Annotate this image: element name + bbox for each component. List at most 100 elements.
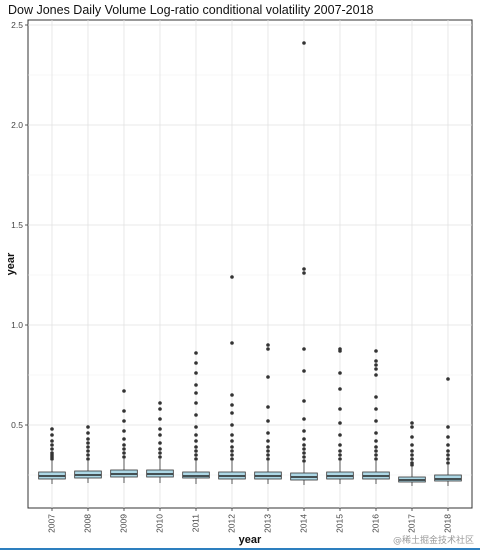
outlier-point [374, 395, 378, 399]
outlier-point [302, 459, 306, 463]
y-axis-label: year [5, 252, 17, 275]
box-body [182, 471, 210, 479]
outlier-point [302, 447, 306, 451]
outlier-point [230, 439, 234, 443]
outlier-point [266, 375, 270, 379]
box-2018 [434, 377, 462, 486]
outlier-point [50, 443, 54, 447]
outlier-point [302, 417, 306, 421]
outlier-point [230, 453, 234, 457]
outlier-point [410, 435, 414, 439]
outlier-point [86, 457, 90, 461]
outlier-point [410, 461, 414, 465]
outlier-point [50, 427, 54, 431]
outlier-point [86, 445, 90, 449]
outlier-point [266, 445, 270, 449]
outlier-point [338, 457, 342, 461]
outlier-point [194, 425, 198, 429]
chart-title: Dow Jones Daily Volume Log-ratio conditi… [8, 3, 374, 17]
outlier-point [410, 425, 414, 429]
box-2011 [182, 351, 210, 484]
outlier-point [194, 433, 198, 437]
outlier-point [194, 351, 198, 355]
outlier-point [158, 441, 162, 445]
outlier-point [50, 447, 54, 451]
box-2010 [146, 401, 174, 483]
watermark: @稀土掘金技术社区 [392, 536, 474, 546]
outlier-point [410, 421, 414, 425]
outlier-point [338, 443, 342, 447]
outlier-point [230, 457, 234, 461]
box-2013 [254, 343, 282, 484]
outlier-point [446, 425, 450, 429]
outlier-point [302, 41, 306, 45]
x-tick-label: 2009 [118, 514, 128, 533]
y-tick-label: 2.5 [11, 20, 23, 30]
outlier-point [446, 443, 450, 447]
x-tick-label: 2018 [442, 514, 452, 533]
y-tick-label: 1.5 [11, 220, 23, 230]
outlier-point [374, 359, 378, 363]
outlier-point [410, 453, 414, 457]
outlier-point [158, 447, 162, 451]
outlier-point [338, 453, 342, 457]
outlier-point [86, 431, 90, 435]
outlier-point [50, 451, 54, 455]
outlier-point [266, 453, 270, 457]
outlier-point [266, 431, 270, 435]
outlier-point [230, 403, 234, 407]
bottom-rule [0, 548, 480, 550]
outlier-point [194, 391, 198, 395]
outlier-point [266, 439, 270, 443]
outlier-point [230, 423, 234, 427]
outlier-point [194, 449, 198, 453]
outlier-point [266, 347, 270, 351]
outlier-point [338, 449, 342, 453]
outlier-point [374, 373, 378, 377]
outlier-point [230, 411, 234, 415]
outlier-point [302, 451, 306, 455]
box-2009 [110, 389, 138, 483]
plot-panel [27, 19, 473, 509]
box-body [434, 474, 462, 482]
outlier-point [410, 443, 414, 447]
outlier-point [122, 451, 126, 455]
outlier-point [302, 399, 306, 403]
outlier-point [122, 437, 126, 441]
outlier-point [374, 449, 378, 453]
outlier-point [194, 383, 198, 387]
box-series [38, 41, 462, 486]
x-tick-label: 2012 [226, 514, 236, 533]
outlier-point [86, 437, 90, 441]
outlier-point [338, 371, 342, 375]
x-axis-label: year [239, 534, 262, 546]
outlier-point [446, 435, 450, 439]
outlier-point [86, 453, 90, 457]
outlier-point [338, 387, 342, 391]
outlier-point [230, 393, 234, 397]
box-2015 [326, 347, 354, 484]
outlier-point [302, 271, 306, 275]
outlier-point [230, 449, 234, 453]
outlier-point [374, 457, 378, 461]
x-tick-label: 2010 [154, 514, 164, 533]
outlier-point [302, 267, 306, 271]
outlier-point [338, 433, 342, 437]
outlier-point [158, 417, 162, 421]
outlier-point [446, 449, 450, 453]
outlier-point [194, 453, 198, 457]
outlier-point [266, 457, 270, 461]
x-tick-label: 2013 [262, 514, 272, 533]
outlier-point [266, 419, 270, 423]
x-tick-label: 2015 [334, 514, 344, 533]
outlier-point [194, 401, 198, 405]
outlier-point [374, 419, 378, 423]
x-tick-label: 2014 [298, 514, 308, 533]
outlier-point [86, 425, 90, 429]
outlier-point [230, 445, 234, 449]
y-tick-label: 0.5 [11, 420, 23, 430]
outlier-point [230, 341, 234, 345]
outlier-point [446, 461, 450, 465]
y-tick-label: 1.0 [11, 320, 23, 330]
